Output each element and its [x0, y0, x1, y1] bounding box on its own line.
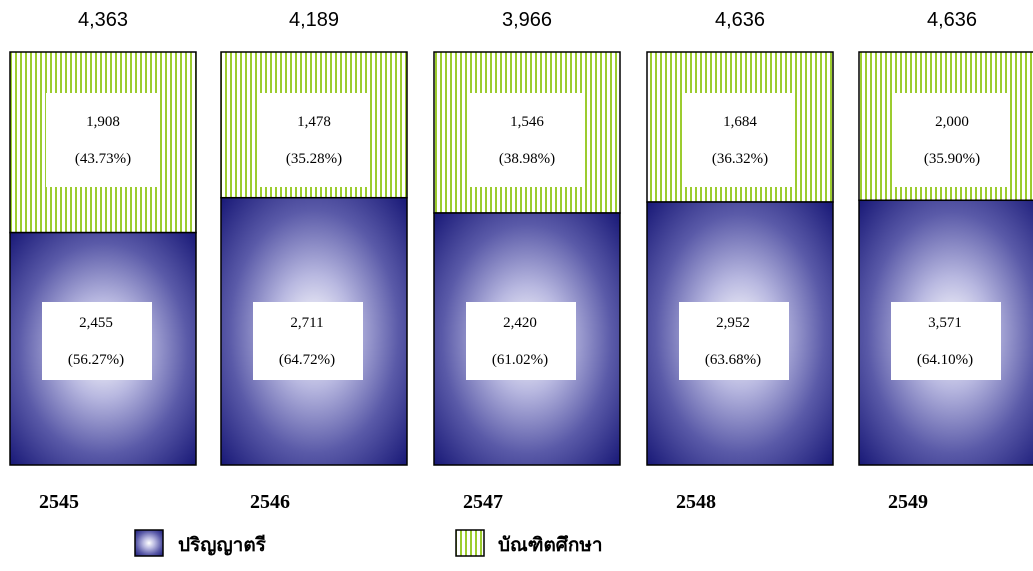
percent-label-undergrad-2547: (61.02%): [492, 352, 548, 368]
total-label-2549: 4,636: [927, 9, 977, 31]
label-box-graduate-2545: [46, 93, 158, 187]
total-label-2545: 4,363: [78, 9, 128, 31]
total-label-2548: 4,636: [715, 9, 765, 31]
label-box-undergrad-2545: [42, 302, 152, 380]
total-label-2546: 4,189: [289, 9, 339, 31]
year-label-2545: 2545: [39, 491, 79, 513]
legend-label-graduate: บัณฑิตศึกษา: [498, 534, 603, 556]
percent-label-graduate-2549: (35.90%): [924, 151, 980, 167]
label-box-undergrad-2548: [679, 302, 789, 380]
legend-label-undergrad: ปริญญาตรี: [178, 534, 267, 556]
percent-label-graduate-2546: (35.28%): [286, 151, 342, 167]
total-label-2547: 3,966: [502, 9, 552, 31]
value-label-graduate-2547: 1,546: [510, 114, 544, 130]
value-label-graduate-2546: 1,478: [297, 114, 331, 130]
percent-label-undergrad-2545: (56.27%): [68, 352, 124, 368]
label-box-undergrad-2546: [253, 302, 363, 380]
percent-label-undergrad-2546: (64.72%): [279, 352, 335, 368]
label-box-graduate-2547: [470, 93, 582, 187]
value-label-undergrad-2547: 2,420: [503, 315, 537, 331]
year-label-2548: 2548: [676, 491, 716, 513]
value-label-graduate-2549: 2,000: [935, 114, 969, 130]
value-label-undergrad-2545: 2,455: [79, 315, 113, 331]
value-label-graduate-2545: 1,908: [86, 114, 120, 130]
value-label-graduate-2548: 1,684: [723, 114, 757, 130]
percent-label-graduate-2547: (38.98%): [499, 151, 555, 167]
percent-label-undergrad-2548: (63.68%): [705, 352, 761, 368]
label-box-graduate-2546: [257, 93, 369, 187]
label-box-undergrad-2547: [466, 302, 576, 380]
percent-label-graduate-2548: (36.32%): [712, 151, 768, 167]
label-box-graduate-2548: [683, 93, 795, 187]
value-label-undergrad-2546: 2,711: [290, 315, 323, 331]
legend-swatch-graduate: [455, 529, 485, 557]
year-label-2546: 2546: [250, 491, 290, 513]
value-label-undergrad-2548: 2,952: [716, 315, 750, 331]
label-box-undergrad-2549: [891, 302, 1001, 380]
percent-label-undergrad-2549: (64.10%): [917, 352, 973, 368]
value-label-undergrad-2549: 3,571: [928, 315, 962, 331]
legend: ปริญญาตรี บัณฑิตศึกษา: [134, 529, 603, 557]
year-label-2549: 2549: [888, 491, 928, 513]
legend-swatch-undergrad: [134, 529, 164, 557]
label-box-graduate-2549: [895, 93, 1007, 187]
percent-label-graduate-2545: (43.73%): [75, 151, 131, 167]
year-label-2547: 2547: [463, 491, 503, 513]
